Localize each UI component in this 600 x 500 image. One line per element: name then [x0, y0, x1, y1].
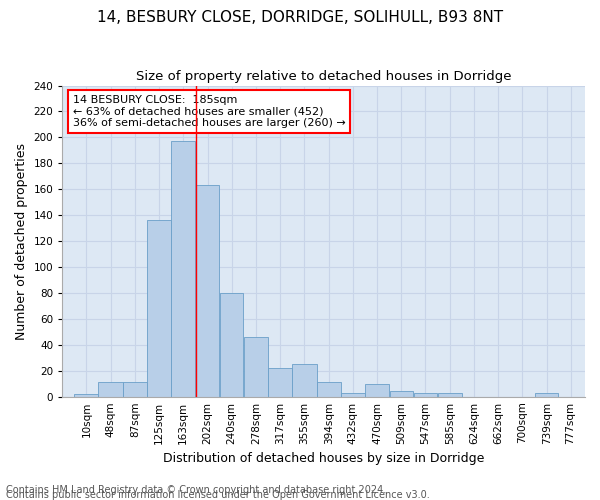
Bar [147, 220, 171, 396]
Bar [365, 384, 389, 396]
Bar [341, 393, 365, 396]
Text: 14, BESBURY CLOSE, DORRIDGE, SOLIHULL, B93 8NT: 14, BESBURY CLOSE, DORRIDGE, SOLIHULL, B… [97, 10, 503, 25]
Bar [535, 393, 559, 396]
Bar [268, 368, 292, 396]
Bar [413, 393, 437, 396]
Y-axis label: Number of detached properties: Number of detached properties [15, 142, 28, 340]
Text: 14 BESBURY CLOSE:  185sqm
← 63% of detached houses are smaller (452)
36% of semi: 14 BESBURY CLOSE: 185sqm ← 63% of detach… [73, 95, 346, 128]
Text: Contains HM Land Registry data © Crown copyright and database right 2024.: Contains HM Land Registry data © Crown c… [6, 485, 386, 495]
Bar [317, 382, 341, 396]
Bar [74, 394, 98, 396]
Bar [196, 186, 220, 396]
X-axis label: Distribution of detached houses by size in Dorridge: Distribution of detached houses by size … [163, 452, 484, 465]
Title: Size of property relative to detached houses in Dorridge: Size of property relative to detached ho… [136, 70, 511, 83]
Bar [292, 364, 317, 396]
Bar [437, 393, 462, 396]
Bar [220, 293, 244, 397]
Bar [98, 382, 123, 396]
Text: Contains public sector information licensed under the Open Government Licence v3: Contains public sector information licen… [6, 490, 430, 500]
Bar [123, 382, 147, 396]
Bar [244, 337, 268, 396]
Bar [389, 392, 413, 396]
Bar [171, 142, 196, 396]
